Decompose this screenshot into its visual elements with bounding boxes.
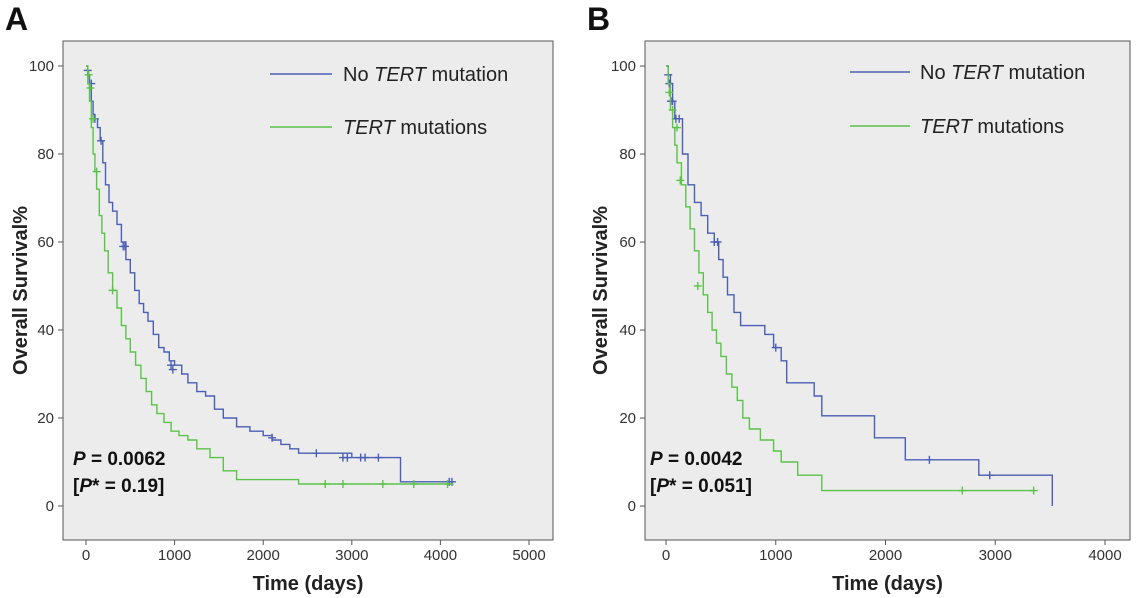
y-tick-label: 0 <box>628 498 636 515</box>
censor-mark <box>321 480 330 488</box>
censor-mark <box>120 242 129 251</box>
p-value: P = 0.0042 <box>650 449 742 470</box>
plot-area <box>644 40 1131 541</box>
censor-mark <box>443 480 452 488</box>
y-tick-label: 80 <box>619 146 636 163</box>
x-tick-label: 2000 <box>869 547 902 564</box>
y-tick-label: 100 <box>29 58 54 75</box>
censor-mark <box>409 480 418 488</box>
plot-area <box>62 40 554 541</box>
censor-mark <box>89 114 98 123</box>
y-axis-label: Overall Survival% <box>590 206 612 375</box>
legend: No TERT mutation TERT mutations <box>850 62 1085 138</box>
censor-mark <box>771 343 780 352</box>
x-tick-label: 0 <box>82 547 90 564</box>
panel-letter: A <box>5 1 28 37</box>
x-axis-label: Time (days) <box>253 573 364 595</box>
panel-letter: B <box>587 1 610 37</box>
x-tick-label: 5000 <box>512 547 545 564</box>
y-tick-label: 60 <box>37 234 54 251</box>
survival-curve-no-tert <box>86 65 454 483</box>
censor-mark <box>312 449 321 458</box>
y-tick-label: 40 <box>37 322 54 339</box>
censor-mark <box>108 286 117 295</box>
censor-mark <box>672 123 681 132</box>
y-tick-label: 80 <box>37 146 54 163</box>
y-tick-label: 0 <box>46 498 54 515</box>
censor-mark <box>97 136 106 145</box>
censor-mark <box>676 176 685 185</box>
censor-mark <box>268 433 277 442</box>
y-tick-label: 40 <box>619 322 636 339</box>
x-tick-label: 3000 <box>335 547 368 564</box>
legend-label: No TERT mutation <box>343 64 508 86</box>
y-tick-label: 60 <box>619 234 636 251</box>
censor-mark <box>86 84 95 92</box>
x-tick-label: 2000 <box>247 547 280 564</box>
x-tick-label: 4000 <box>1088 547 1121 564</box>
x-tick-label: 4000 <box>424 547 457 564</box>
legend-label: No TERT mutation <box>920 62 1085 84</box>
censor-mark <box>693 282 702 290</box>
censor-mark <box>167 361 176 370</box>
censor-mark <box>378 480 387 488</box>
censor-mark <box>1029 486 1038 495</box>
x-axis-label: Time (days) <box>832 573 943 595</box>
censor-mark <box>675 114 684 123</box>
censor-mark <box>361 453 370 462</box>
censor-mark <box>84 70 93 79</box>
censor-mark <box>665 88 674 97</box>
censor-mark <box>92 167 101 176</box>
survival-curve-tert <box>666 65 1034 492</box>
x-tick-label: 1000 <box>158 547 191 564</box>
y-tick-label: 20 <box>37 410 54 427</box>
censor-mark <box>338 480 347 488</box>
x-tick-label: 0 <box>662 547 670 564</box>
censor-mark <box>374 453 383 462</box>
y-tick-label: 20 <box>619 410 636 427</box>
censor-mark <box>985 471 994 480</box>
y-axis-label: Overall Survival% <box>10 206 32 375</box>
censor-mark <box>668 106 677 114</box>
p-star-value: [P* = 0.051] <box>650 476 752 497</box>
legend: No TERT mutation TERT mutations <box>270 64 508 139</box>
y-tick-label: 100 <box>611 58 636 75</box>
censor-mark <box>958 486 967 495</box>
censor-mark <box>713 238 722 246</box>
x-tick-label: 1000 <box>759 547 792 564</box>
p-value: P = 0.0062 <box>73 449 165 470</box>
p-star-value: [P* = 0.19] <box>73 476 164 497</box>
censor-mark <box>168 365 177 374</box>
x-tick-label: 3000 <box>979 547 1012 564</box>
censor-mark <box>343 453 352 462</box>
legend-label: TERT mutations <box>343 117 487 139</box>
censor-mark <box>925 455 934 464</box>
legend-label: TERT mutations <box>920 116 1064 138</box>
